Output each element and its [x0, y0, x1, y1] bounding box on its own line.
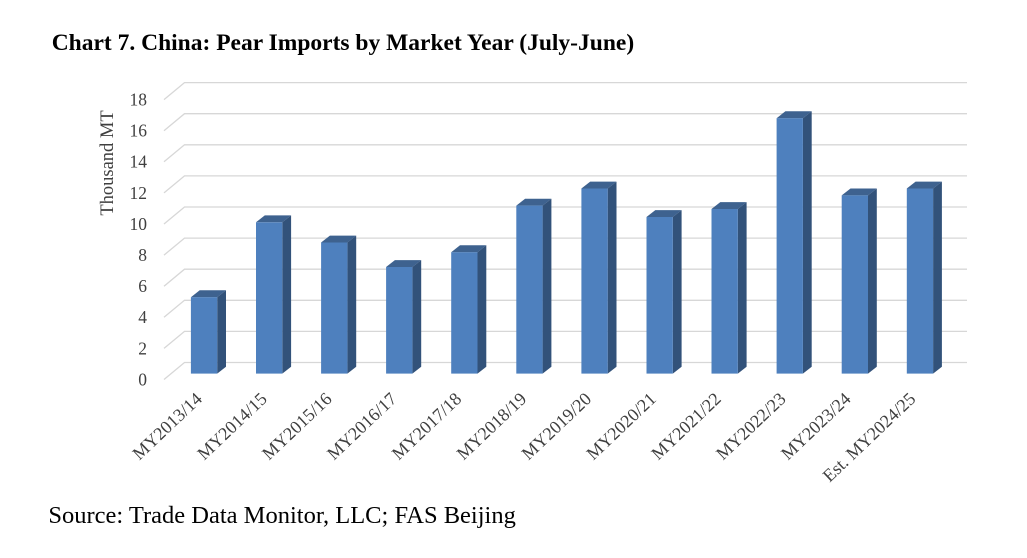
svg-text:12: 12 — [130, 183, 148, 203]
svg-text:Chart 7. China: Pear Imports b: Chart 7. China: Pear Imports by Market Y… — [52, 30, 634, 56]
svg-text:14: 14 — [130, 152, 148, 172]
svg-text:2: 2 — [138, 338, 147, 358]
svg-text:Thousand MT: Thousand MT — [98, 110, 118, 215]
svg-text:18: 18 — [130, 90, 148, 110]
svg-text:8: 8 — [138, 245, 147, 265]
svg-text:0: 0 — [138, 369, 147, 389]
svg-text:16: 16 — [130, 121, 148, 141]
svg-text:6: 6 — [138, 276, 147, 296]
svg-text:4: 4 — [138, 307, 147, 327]
svg-text:10: 10 — [130, 214, 148, 234]
svg-text:Source: Trade Data Monitor, LL: Source: Trade Data Monitor, LLC; FAS Bei… — [48, 502, 515, 529]
